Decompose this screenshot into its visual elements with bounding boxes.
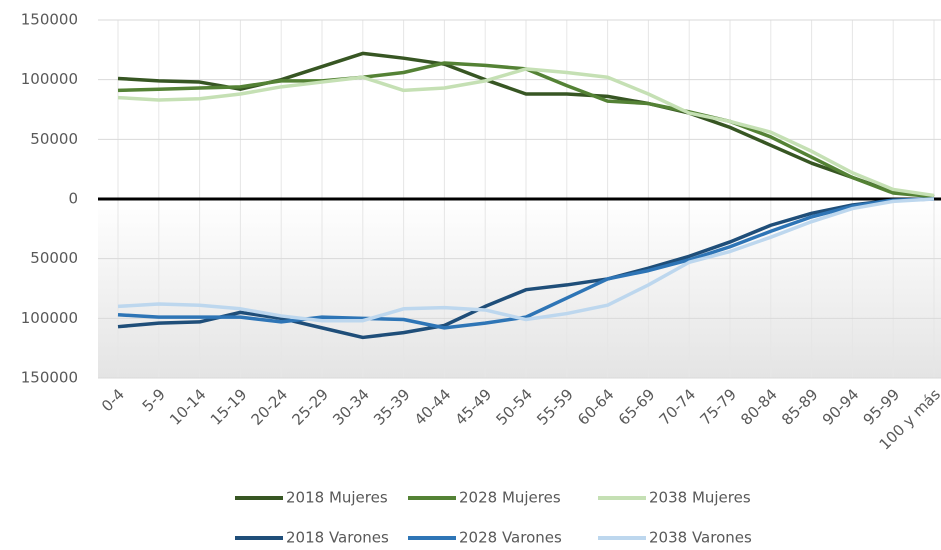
x-tick-label: 50-54	[492, 385, 536, 429]
x-tick-label: 65-69	[615, 385, 659, 429]
x-tick-label: 80-84	[737, 385, 781, 429]
series-line	[117, 197, 935, 330]
x-tick-label: 35-39	[370, 385, 414, 429]
x-tick-label: 75-79	[696, 385, 740, 429]
series-line	[117, 67, 935, 198]
y-tick-label: 100000	[21, 70, 78, 88]
legend-label: 2028 Mujeres	[459, 489, 561, 507]
x-tick-label: 5-9	[139, 385, 169, 415]
x-tick-label: 15-19	[207, 385, 251, 429]
y-tick-label: 0	[68, 190, 78, 208]
x-tick-label: 85-89	[778, 385, 822, 429]
y-tick-label: 50000	[30, 249, 78, 267]
x-tick-label: 90-94	[819, 385, 863, 429]
series-line	[117, 197, 935, 323]
x-tick-label: 40-44	[411, 385, 455, 429]
x-tick-label: 70-74	[656, 385, 700, 429]
x-tick-label: 45-49	[452, 385, 496, 429]
x-tick-label: 20-24	[248, 385, 292, 429]
y-tick-label: 50000	[30, 130, 78, 148]
y-tick-label: 150000	[21, 11, 78, 29]
x-tick-label: 60-64	[574, 385, 618, 429]
legend-label: 2018 Varones	[286, 529, 389, 547]
x-tick-label: 30-34	[329, 385, 373, 429]
legend-label: 2028 Varones	[459, 529, 562, 547]
x-tick-label: 0-4	[98, 385, 128, 415]
plot-shade	[98, 199, 941, 378]
y-tick-label: 150000	[21, 369, 78, 387]
legend-label: 2038 Varones	[649, 529, 752, 547]
series-line	[117, 197, 935, 340]
y-tick-label: 100000	[21, 309, 78, 327]
legend-label: 2018 Mujeres	[286, 489, 388, 507]
x-tick-label: 10-14	[166, 385, 210, 429]
x-tick-label: 55-59	[533, 385, 577, 429]
legend-label: 2038 Mujeres	[649, 489, 751, 507]
x-tick-label: 25-29	[288, 385, 332, 429]
